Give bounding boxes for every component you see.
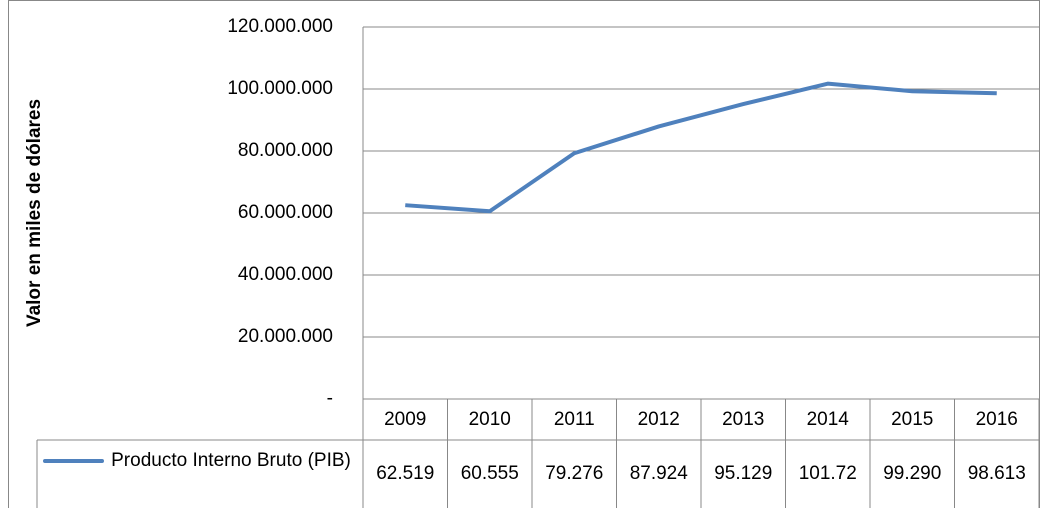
x-tick-label: 2013 (722, 409, 764, 430)
x-tick-label: 2011 (554, 409, 595, 430)
x-tick-label: 2009 (384, 409, 426, 430)
table-value: 87.924 (630, 463, 689, 484)
y-tick-label: - (327, 388, 333, 409)
table-value: 60.555 (461, 463, 519, 484)
chart-frame (8, 0, 1040, 508)
table-value: 79.276 (545, 463, 603, 484)
x-tick-label: 2010 (469, 409, 511, 430)
table-value: 62.519 (376, 463, 434, 484)
y-tick-label: 60.000.000 (238, 202, 333, 223)
x-tick-label: 2016 (976, 409, 1018, 430)
y-tick-label: 100.000.000 (227, 78, 333, 99)
y-tick-label: 40.000.000 (238, 264, 333, 285)
x-tick-label: 2015 (891, 409, 933, 430)
line-series (405, 81, 997, 214)
legend-label: Producto Interno Bruto (PIB) (111, 450, 351, 471)
y-axis-title: Valor en miles de dólares (24, 99, 45, 327)
table-value: 99.290 (883, 463, 941, 484)
y-tick-label: 80.000.000 (238, 140, 333, 161)
x-tick-label: 2014 (807, 409, 850, 430)
x-tick-label: 2012 (638, 409, 680, 430)
table-value: 98.613 (968, 463, 1026, 484)
y-tick-label: 20.000.000 (238, 326, 333, 347)
table-value: 95.129 (714, 463, 772, 484)
y-tick-label: 120.000.000 (227, 16, 333, 37)
table-value: 101.72 (799, 463, 857, 484)
